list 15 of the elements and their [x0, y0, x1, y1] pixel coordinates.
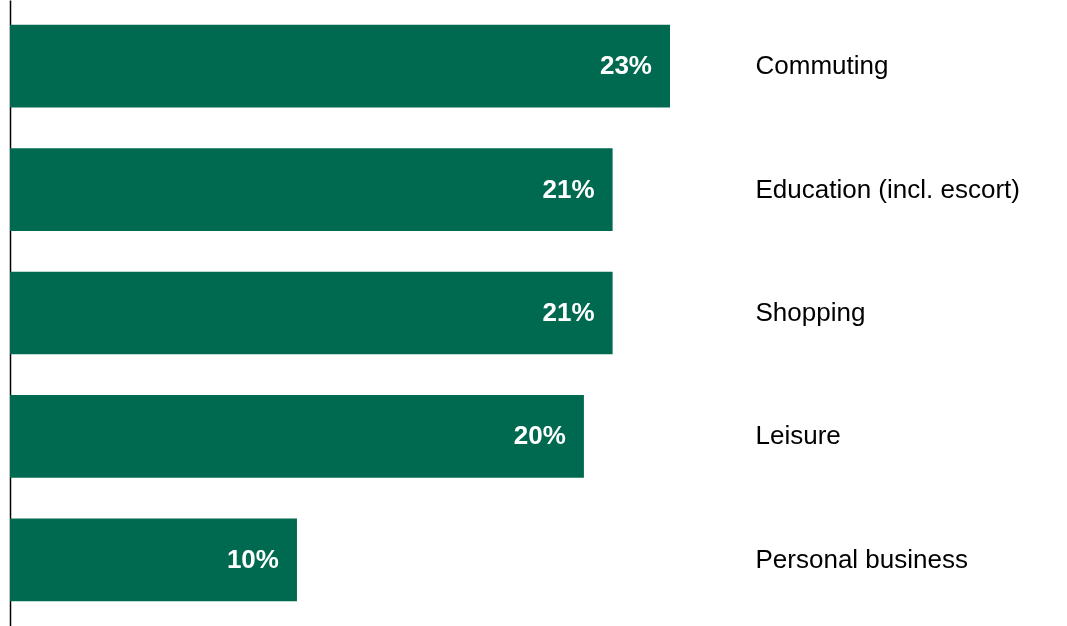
- y-tick-label: Leisure: [755, 420, 841, 451]
- y-tick-label: Shopping: [755, 297, 866, 327]
- y-tick-label: Personal business: [755, 543, 968, 574]
- bar: [10, 518, 297, 602]
- bar: [10, 395, 584, 478]
- y-tick-label: Education (incl. escort): [755, 173, 1020, 204]
- y-tick-label: Commuting: [755, 50, 889, 81]
- data-label: 21%: [542, 297, 595, 327]
- bar: [10, 24, 670, 108]
- data-label: 20%: [513, 420, 566, 451]
- data-label: 23%: [599, 50, 652, 81]
- data-label: 21%: [542, 173, 595, 204]
- data-label: 10%: [226, 543, 279, 574]
- bar: [10, 148, 613, 231]
- bar: [10, 271, 613, 355]
